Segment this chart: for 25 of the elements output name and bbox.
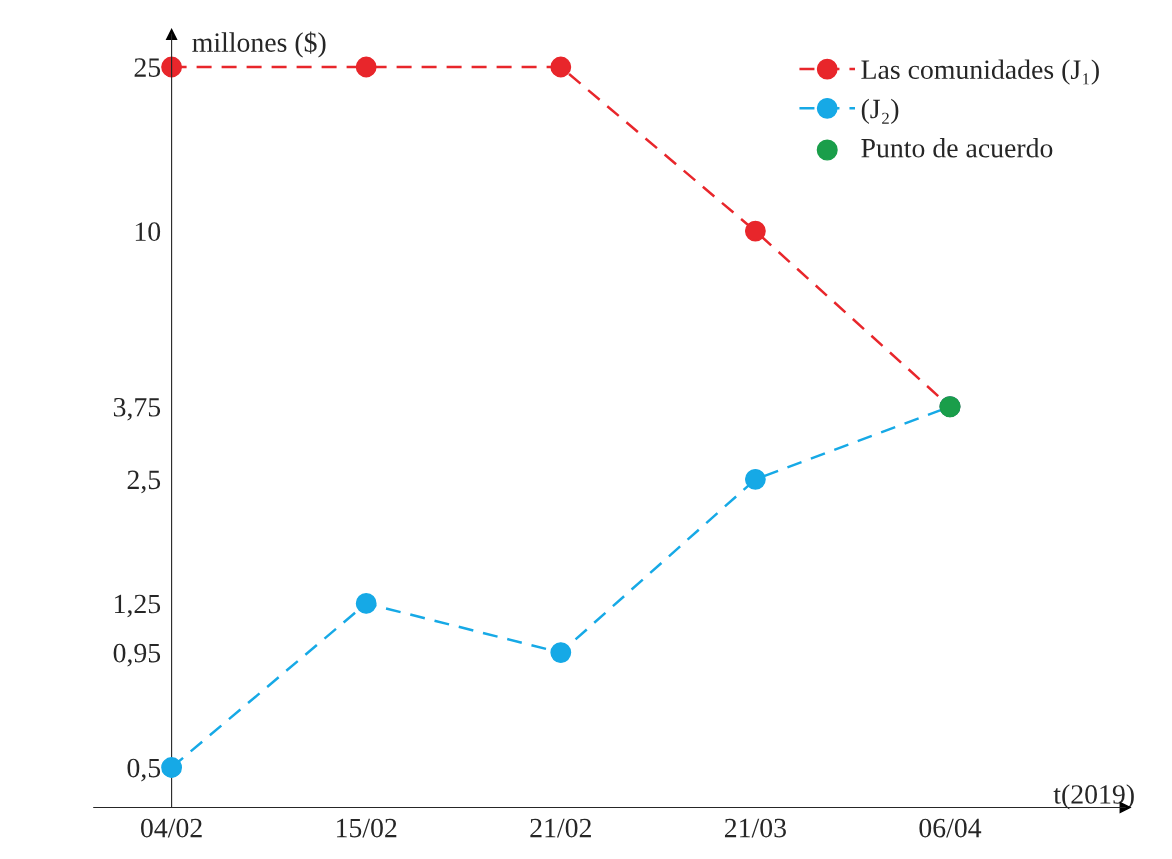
point (550, 642, 572, 663)
y-tick-label: 3,75 (113, 397, 161, 421)
x-tick-label: 21/03 (724, 818, 786, 838)
y-tick-label: 0,5 (127, 758, 161, 782)
legend-label: (J₂) (861, 98, 899, 124)
x-tick-label: 15/02 (337, 818, 397, 838)
x-tick-label: 21/02 (530, 818, 591, 838)
point (161, 56, 183, 78)
y-tick-label: 25 (134, 58, 161, 77)
x-axis-title: t(2019) (1053, 784, 1134, 810)
point (161, 757, 183, 778)
legend-label: Punto de acuerdo (861, 138, 1053, 158)
point (744, 468, 766, 490)
y-tick-label: 1,25 (115, 594, 161, 618)
point (744, 220, 766, 242)
x-tick-label: 06/04 (919, 818, 982, 838)
legend-label: Las comunidades (J₁) (861, 59, 1099, 85)
y-tick-label: 2,5 (127, 470, 161, 494)
point (550, 56, 572, 78)
y-tick-label: 0,95 (113, 643, 161, 667)
point (355, 593, 377, 614)
x-tick-label: 04/02 (141, 818, 202, 838)
point (355, 56, 377, 78)
y-axis-title: millones ($) (192, 31, 326, 58)
y-tick-label: 10 (135, 222, 161, 241)
